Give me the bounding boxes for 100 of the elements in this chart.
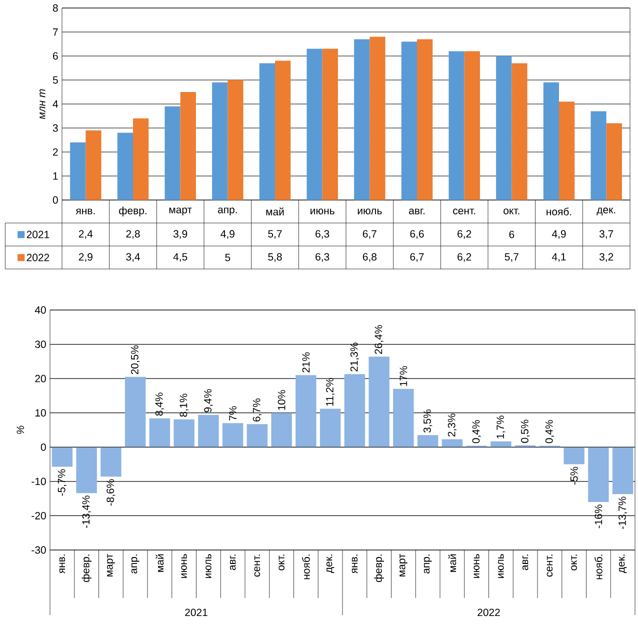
bar	[259, 63, 276, 200]
y-tick-label: 4	[52, 100, 58, 108]
x-tick-label: сент.	[546, 554, 553, 577]
y-tick-label: 0	[52, 196, 58, 204]
y-tick-label: -10	[32, 478, 46, 486]
y-tick-label: -30	[32, 546, 46, 554]
data-label: 26,4%	[374, 325, 384, 354]
bar	[86, 130, 102, 200]
y-tick-label: 8	[52, 4, 58, 12]
legend-label: 2021	[26, 230, 50, 238]
bar	[401, 42, 418, 200]
data-label: 3,2	[599, 253, 614, 262]
bar	[320, 408, 341, 448]
x-tick-label: янв.	[352, 554, 358, 574]
data-label: 6,3	[316, 253, 330, 262]
data-label: 1,7%	[496, 416, 506, 438]
data-label: 5	[225, 254, 230, 262]
x-tick-label: апр.	[218, 208, 237, 216]
bar	[149, 418, 170, 448]
x-tick-label: июль	[498, 554, 504, 578]
x-tick-label: нояб.	[546, 208, 572, 216]
x-tick-label: сент.	[254, 554, 260, 577]
x-tick-label: янв.	[76, 208, 95, 214]
bar	[222, 423, 244, 448]
bar	[543, 82, 560, 200]
bar	[306, 48, 322, 200]
bar	[368, 356, 390, 448]
x-tick-label: февр.	[82, 554, 92, 582]
bar	[590, 111, 606, 200]
data-label: 3,7	[599, 230, 614, 239]
bar	[124, 376, 146, 448]
data-label: 6,2	[458, 230, 472, 239]
data-label: 6,8	[362, 253, 376, 262]
data-label: 4,9	[552, 230, 566, 239]
data-label: 6,7	[410, 253, 424, 262]
data-label: 5,8	[268, 253, 282, 262]
y-tick-label: -20	[32, 512, 46, 520]
x-tick-label: дек.	[326, 554, 334, 573]
bar	[296, 375, 316, 448]
data-label: 10%	[278, 390, 286, 410]
data-label: -16%	[594, 504, 602, 528]
bar	[612, 447, 634, 494]
data-label: 17%	[400, 366, 408, 386]
x-tick-label: апр.	[424, 554, 432, 574]
bar	[606, 123, 622, 200]
text: 2021	[185, 608, 208, 616]
data-label: 0,4%	[545, 420, 554, 444]
y-axis-title: млн т	[40, 89, 46, 120]
x-tick-label: нояб.	[594, 554, 602, 580]
x-tick-label: май	[156, 554, 164, 572]
bar	[496, 56, 512, 200]
bar	[117, 132, 133, 200]
x-tick-label: июнь	[310, 208, 334, 214]
data-label: 2,3%	[448, 414, 457, 437]
data-label: 3,9	[173, 230, 188, 239]
bar	[564, 447, 584, 464]
data-label: -5,7%	[58, 469, 66, 496]
data-label: 4,1	[552, 253, 566, 262]
text: 2022	[478, 608, 500, 616]
x-tick-label: июль	[206, 554, 212, 578]
bar	[212, 82, 228, 200]
data-label: 6,6	[410, 230, 424, 239]
bar	[100, 447, 122, 477]
bar	[417, 39, 433, 200]
bar	[442, 439, 463, 448]
x-tick-label: авг.	[230, 554, 236, 570]
bar	[370, 36, 386, 200]
bar	[228, 80, 244, 200]
data-label: 6	[509, 230, 514, 238]
data-label: 21%	[302, 352, 310, 372]
data-label: 0,4%	[472, 420, 481, 444]
bar	[512, 63, 528, 200]
y-tick-label: 0	[40, 443, 46, 451]
data-label: 3,4	[126, 253, 140, 262]
x-tick-label: февр.	[374, 554, 384, 582]
data-label: 6,3	[316, 230, 330, 239]
y-tick-label: 7	[53, 28, 58, 36]
data-label: 11,2%	[326, 378, 335, 406]
x-tick-label: авг.	[409, 208, 424, 214]
legend-label: 2022	[26, 254, 50, 262]
data-label: 6,7	[362, 230, 376, 239]
bar	[417, 435, 438, 448]
bar	[246, 424, 268, 448]
x-tick-label: февр.	[119, 206, 146, 216]
data-label: 2,9	[78, 253, 92, 262]
data-label: -5%	[570, 466, 578, 485]
y-axis-title: %	[16, 426, 24, 434]
x-tick-label: июль	[358, 208, 382, 214]
x-tick-label: май	[448, 554, 456, 572]
y-tick-label: 40	[34, 306, 46, 314]
x-tick-label: авг.	[522, 554, 528, 570]
bar	[354, 39, 370, 200]
data-label: 20,5%	[131, 345, 140, 374]
x-tick-label: янв.	[59, 554, 65, 574]
x-tick-label: нояб.	[302, 554, 310, 580]
data-label: 4,5	[173, 253, 188, 262]
bar	[164, 106, 180, 200]
bar	[76, 447, 97, 494]
data-label: 5,7	[504, 253, 518, 262]
data-label: 6,2	[458, 253, 472, 262]
